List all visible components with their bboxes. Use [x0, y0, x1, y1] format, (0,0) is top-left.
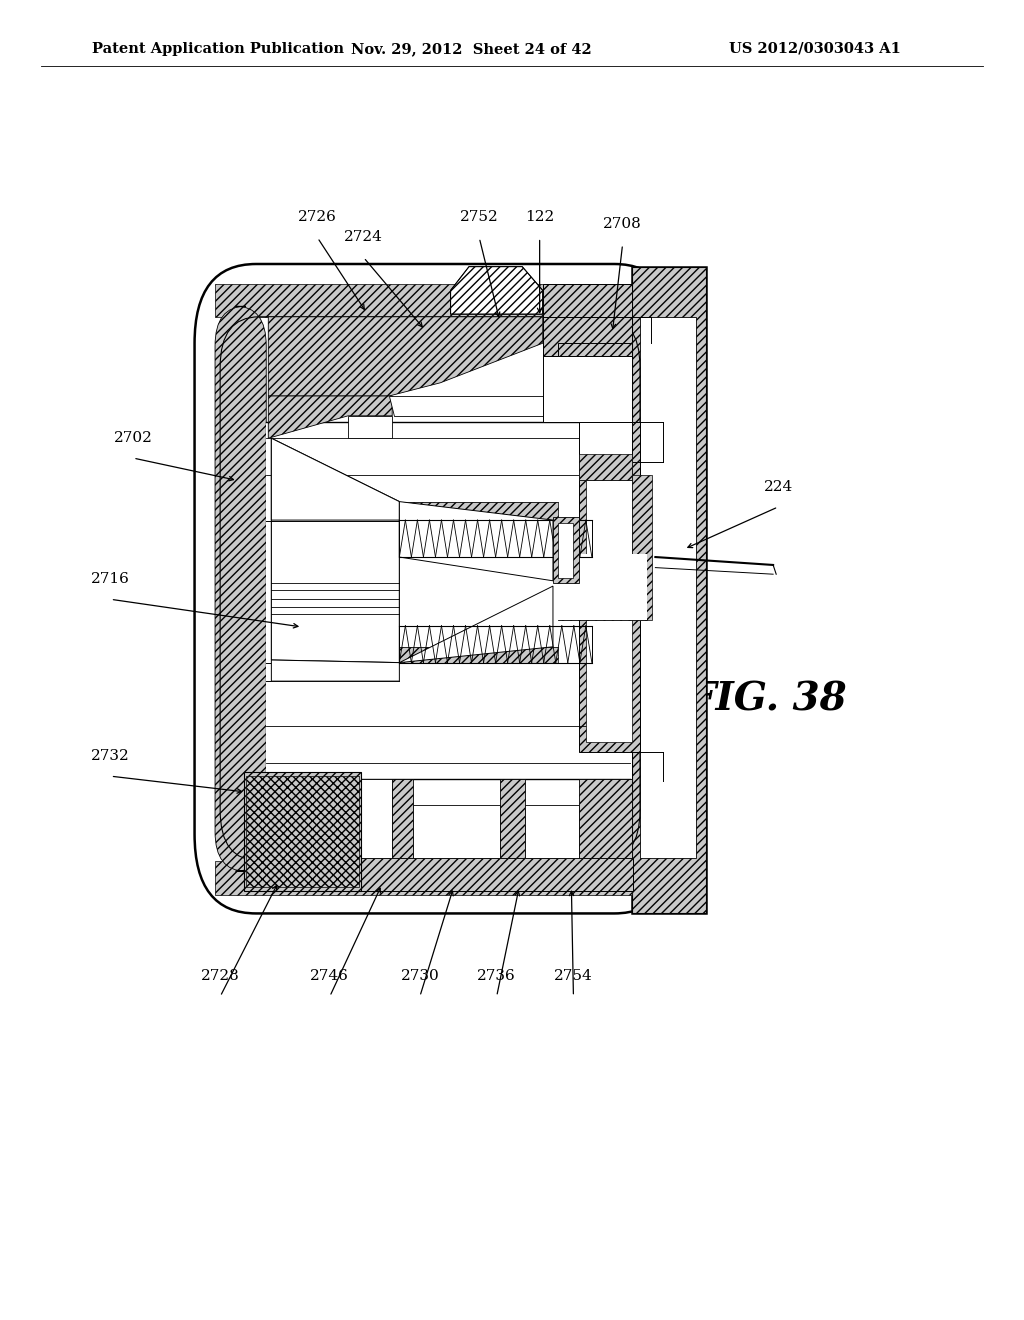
Bar [392, 779, 413, 858]
Polygon shape [271, 438, 399, 520]
Polygon shape [389, 396, 543, 416]
Bar [361, 779, 392, 858]
Bar [244, 772, 361, 891]
Bar [500, 779, 525, 858]
Polygon shape [399, 586, 553, 663]
Polygon shape [399, 502, 558, 520]
Bar [543, 356, 632, 422]
Bar [399, 520, 592, 557]
Text: 2708: 2708 [603, 216, 642, 231]
Text: 2754: 2754 [554, 969, 593, 983]
FancyBboxPatch shape [195, 264, 676, 913]
Text: Patent Application Publication: Patent Application Publication [92, 42, 344, 55]
Bar [525, 805, 579, 858]
Bar [558, 554, 647, 620]
Text: 2730: 2730 [400, 969, 439, 983]
Bar [399, 626, 592, 663]
Bar [246, 776, 359, 887]
Bar [632, 475, 652, 620]
Bar [632, 267, 706, 913]
Polygon shape [399, 502, 553, 581]
Bar [579, 779, 632, 858]
Polygon shape [268, 317, 543, 396]
Text: 2736: 2736 [477, 969, 516, 983]
Text: 2746: 2746 [310, 969, 349, 983]
Bar [579, 422, 632, 480]
Text: 2716: 2716 [91, 572, 130, 586]
Bar [558, 523, 573, 578]
Bar [632, 267, 706, 913]
Text: 224: 224 [764, 479, 793, 494]
Text: 2732: 2732 [91, 748, 130, 763]
Text: 2752: 2752 [460, 210, 499, 224]
Bar [640, 317, 696, 858]
FancyBboxPatch shape [215, 306, 266, 871]
Polygon shape [215, 861, 632, 895]
Text: 122: 122 [525, 210, 554, 224]
Polygon shape [215, 284, 632, 317]
Text: US 2012/0303043 A1: US 2012/0303043 A1 [729, 42, 901, 55]
Polygon shape [268, 396, 392, 438]
Bar [266, 422, 632, 779]
Bar [553, 517, 579, 583]
Bar [579, 422, 640, 752]
Bar [543, 284, 632, 356]
Polygon shape [451, 267, 543, 314]
Polygon shape [399, 647, 558, 663]
Bar [361, 858, 633, 891]
Bar [586, 432, 632, 742]
Polygon shape [271, 660, 399, 681]
Text: FIG. 38: FIG. 38 [689, 681, 847, 718]
Bar [579, 454, 632, 480]
Polygon shape [543, 317, 632, 356]
Text: 2728: 2728 [201, 969, 240, 983]
Polygon shape [271, 438, 399, 663]
Polygon shape [348, 416, 392, 438]
Text: 2724: 2724 [344, 230, 383, 244]
Bar [413, 805, 500, 858]
Text: 2726: 2726 [298, 210, 337, 224]
Bar [558, 554, 647, 620]
Text: 2702: 2702 [114, 430, 153, 445]
Text: Nov. 29, 2012  Sheet 24 of 42: Nov. 29, 2012 Sheet 24 of 42 [350, 42, 592, 55]
